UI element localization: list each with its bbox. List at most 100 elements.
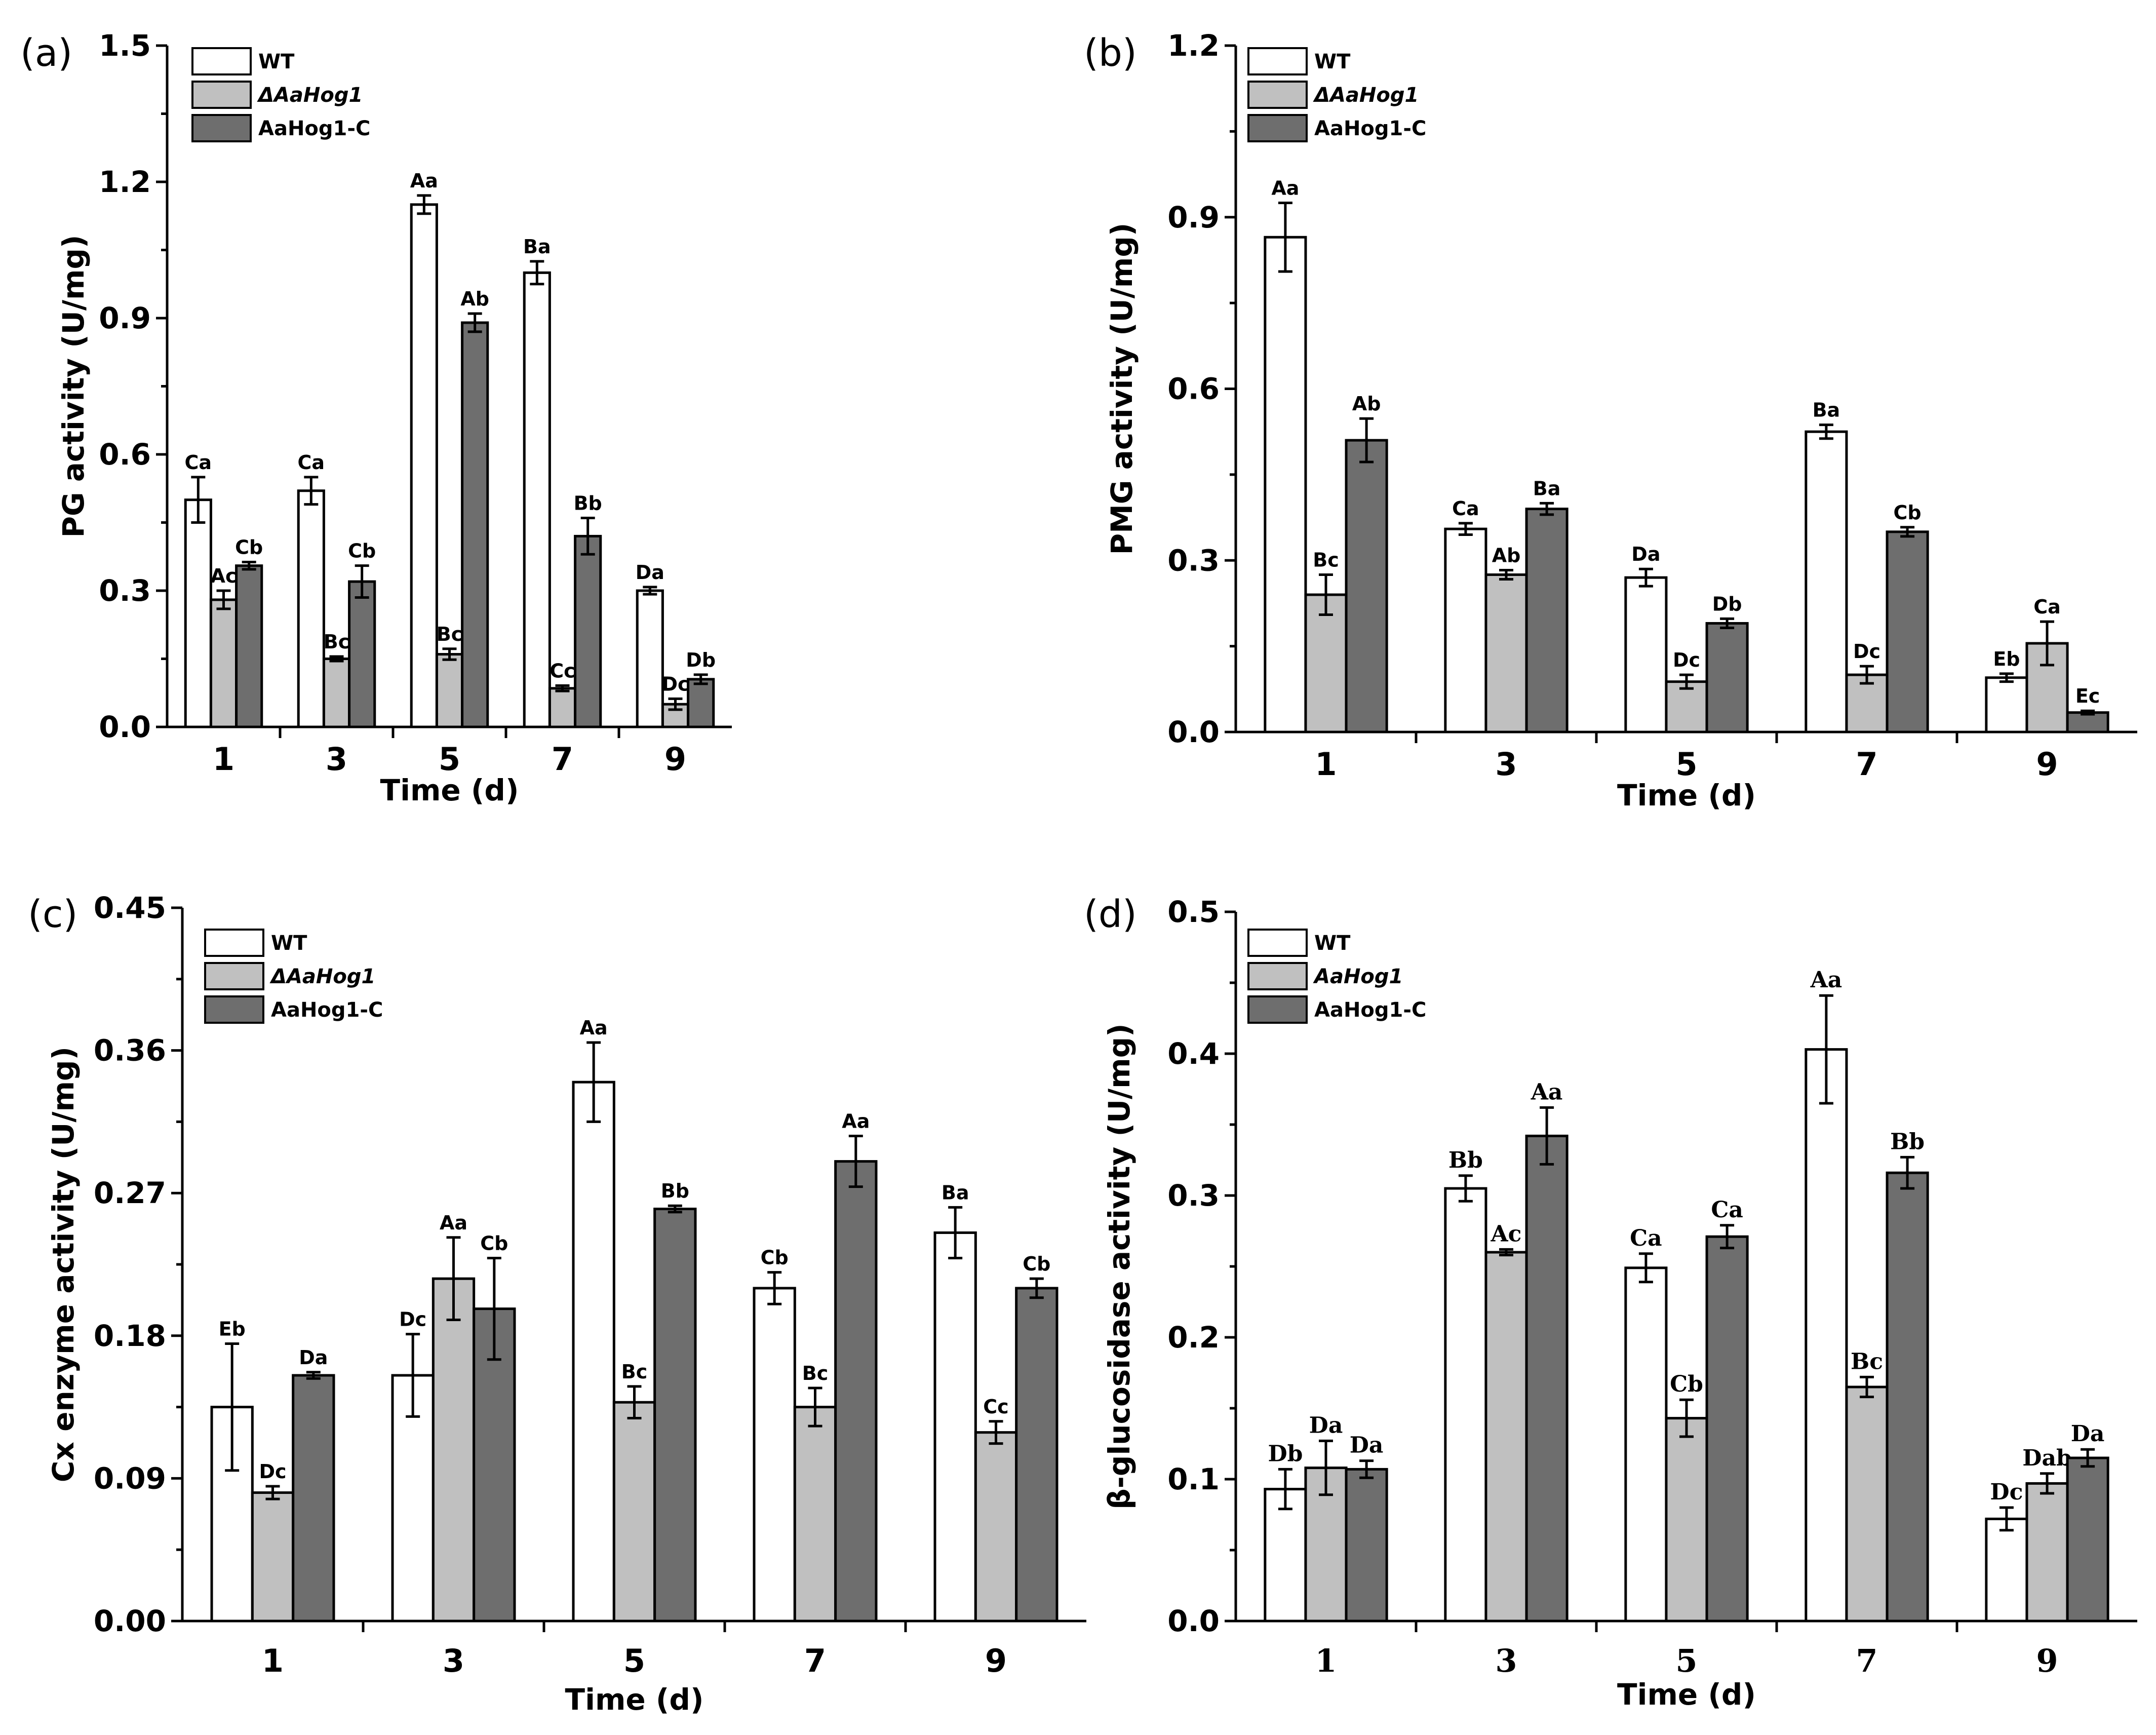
bar: [235, 564, 263, 728]
y-tick-label: 0.36: [94, 1033, 166, 1068]
bar: [1444, 527, 1487, 734]
legend-swatch: [204, 995, 264, 1024]
y-tick-label: 0.00: [94, 1604, 166, 1638]
significance-label: Da: [636, 561, 664, 584]
x-axis-title: Time (d): [565, 1682, 704, 1717]
legend-label: ΔAaHog1: [269, 965, 375, 988]
y-tick-label: 1.5: [99, 28, 151, 63]
x-tick-label: 3: [326, 741, 347, 778]
y-tick-label: 0.3: [99, 573, 151, 608]
significance-label: Dc: [1990, 1479, 2023, 1505]
legend-label: AaHog1-C: [1314, 998, 1426, 1022]
significance-label: Dab: [2022, 1445, 2071, 1471]
significance-label: Cc: [550, 660, 575, 682]
y-tick-label: 0.18: [94, 1319, 166, 1353]
x-tick-label: 1: [1315, 746, 1337, 783]
significance-label: Aa: [580, 1017, 608, 1039]
x-tick-label: 9: [2036, 1642, 2058, 1679]
significance-label: Cb: [235, 536, 263, 559]
significance-label: Aa: [440, 1212, 467, 1234]
bar: [209, 598, 238, 728]
legend-swatch: [204, 962, 264, 990]
bar: [322, 658, 351, 728]
bar: [461, 321, 489, 728]
legend-label: WT: [258, 50, 295, 73]
bar: [548, 687, 577, 728]
panel-label: (b): [1084, 31, 1137, 75]
bar: [1805, 1048, 1848, 1623]
y-tick-label: 0.5: [1167, 895, 1220, 929]
bar: [1985, 1517, 2028, 1623]
significance-label: Bc: [1851, 1348, 1883, 1374]
bar: [2025, 1482, 2069, 1623]
significance-label: Da: [1350, 1433, 1384, 1458]
legend-swatch: [191, 81, 252, 109]
significance-label: Dc: [661, 673, 689, 695]
legend-swatch: [1247, 81, 1308, 109]
legend-swatch: [1247, 47, 1308, 75]
significance-label: Ba: [523, 236, 551, 258]
x-tick-label: 7: [1856, 1642, 1877, 1679]
significance-label: Db: [1268, 1441, 1303, 1467]
bar: [1444, 1187, 1487, 1623]
significance-label: Bb: [1890, 1129, 1925, 1154]
legend-label: AaHog1: [1313, 965, 1403, 988]
y-axis-title: Cx enzyme activity (U/mg): [46, 1047, 81, 1482]
bar: [2066, 711, 2109, 734]
significance-label: Cb: [1023, 1253, 1050, 1275]
bar: [523, 271, 551, 728]
significance-label: Da: [1309, 1412, 1343, 1438]
significance-label: Aa: [1531, 1079, 1563, 1105]
bar: [1345, 439, 1388, 734]
legend-label: AaHog1-C: [271, 998, 383, 1022]
x-tick-label: 9: [985, 1642, 1007, 1679]
significance-label: Ab: [1492, 544, 1521, 566]
x-axis-title: Time (d): [380, 773, 519, 807]
bar: [292, 1374, 335, 1623]
bar: [753, 1287, 796, 1623]
bar: [933, 1231, 977, 1623]
bar: [297, 489, 325, 728]
y-tick-label: 0.0: [1167, 715, 1220, 749]
significance-label: Bc: [437, 623, 463, 645]
panel-label: (c): [28, 893, 77, 936]
bar: [1264, 236, 1307, 734]
bar: [1015, 1287, 1059, 1623]
significance-label: Ab: [460, 288, 489, 310]
x-axis-title: Time (d): [1617, 778, 1756, 813]
y-tick-label: 0.3: [1167, 1178, 1220, 1213]
legend-swatch: [1247, 114, 1308, 142]
x-tick-label: 9: [2036, 746, 2058, 783]
x-tick-label: 7: [552, 741, 573, 778]
panel-label: (a): [20, 31, 72, 75]
significance-label: Bc: [324, 631, 350, 653]
significance-label: Ca: [2033, 596, 2061, 618]
bar: [1845, 1385, 1889, 1623]
bar: [435, 653, 464, 728]
bar: [1705, 1235, 1749, 1623]
y-tick-label: 0.0: [99, 710, 151, 744]
significance-label: Da: [1631, 543, 1660, 565]
bar: [1345, 1468, 1388, 1623]
bar: [572, 1081, 615, 1623]
significance-label: Bc: [1313, 549, 1339, 571]
legend-swatch: [1247, 995, 1308, 1024]
legend-label: WT: [271, 932, 307, 955]
bar: [1886, 1171, 1929, 1623]
x-tick-label: 3: [443, 1642, 464, 1679]
bar: [1705, 622, 1749, 734]
bar: [1805, 430, 1848, 734]
significance-label: Cb: [1670, 1371, 1703, 1397]
y-tick-label: 0.9: [99, 301, 151, 335]
y-tick-label: 0.09: [94, 1461, 166, 1495]
significance-label: Aa: [1271, 177, 1299, 200]
x-axis-title: Time (d): [1617, 1677, 1756, 1712]
significance-label: Ca: [298, 451, 325, 474]
y-tick-label: 0.1: [1167, 1462, 1220, 1496]
significance-label: Cb: [761, 1247, 789, 1269]
bar: [2066, 1456, 2109, 1623]
bar: [1665, 1417, 1708, 1623]
significance-label: Dc: [1853, 640, 1880, 663]
panel-2: (c) 0.00 0.09 0.18 0.27 0.36 0.45 Cx enzyme act…: [28, 891, 1086, 1717]
